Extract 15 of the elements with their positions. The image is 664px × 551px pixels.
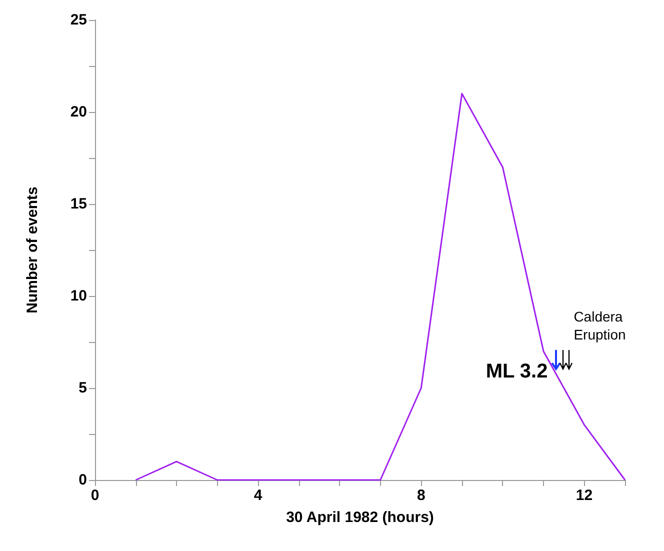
y-tick-label: 10: [70, 288, 87, 304]
y-tick-label: 5: [78, 380, 87, 396]
annotation: ML 3.2: [486, 360, 548, 383]
x-tick-label: 12: [576, 487, 593, 504]
y-axis-title: Number of events: [24, 186, 41, 314]
x-axis-title: 30 April 1982 (hours): [286, 509, 434, 526]
line-series: [135, 92, 626, 481]
x-tick-label: 0: [90, 487, 100, 504]
x-tick-label: 4: [254, 487, 263, 504]
y-tick-label: 20: [70, 104, 87, 120]
y-tick-label: 25: [70, 12, 87, 28]
y-tick-label: 0: [78, 472, 87, 488]
x-tick-label: 8: [416, 487, 426, 504]
y-tick-label: 15: [70, 196, 87, 212]
annotation: Caldera Eruption: [574, 308, 626, 343]
